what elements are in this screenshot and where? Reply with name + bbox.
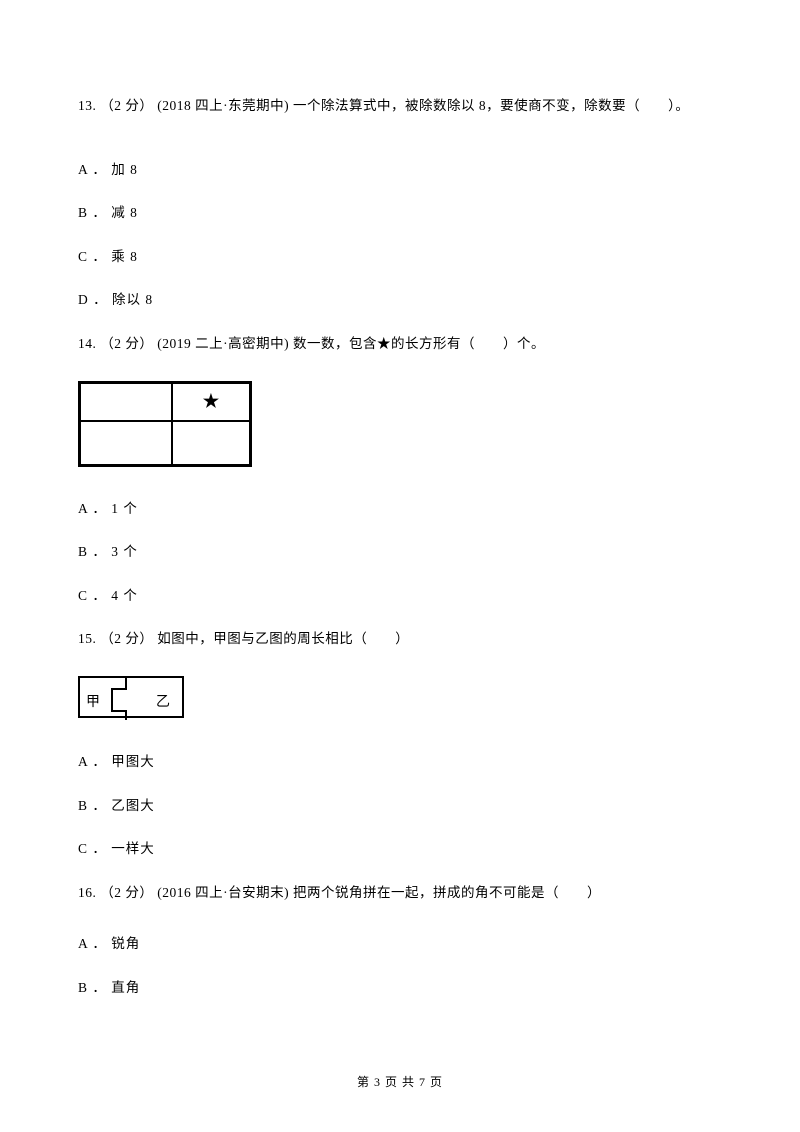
label-jia: 甲 <box>86 691 100 711</box>
q13-option-d: D ． 除以 8 <box>78 289 722 311</box>
q14-option-b: B ． 3 个 <box>78 541 722 563</box>
q13-option-c: C ． 乘 8 <box>78 246 722 268</box>
q13-option-b: B ． 减 8 <box>78 202 722 224</box>
q14-option-c: C ． 4 个 <box>78 585 722 607</box>
question-14-text: 14. （2 分） (2019 二上·高密期中) 数一数，包含★的长方形有（ ）… <box>78 333 722 355</box>
q15-option-a: A ． 甲图大 <box>78 751 722 773</box>
q15-option-b: B ． 乙图大 <box>78 795 722 817</box>
page-footer: 第 3 页 共 7 页 <box>0 1073 800 1090</box>
label-yi: 乙 <box>156 691 170 711</box>
question-13-text: 13. （2 分） (2018 四上·东莞期中) 一个除法算式中，被除数除以 8… <box>78 95 722 117</box>
star-icon: ★ <box>172 383 250 421</box>
q14-option-a: A ． 1 个 <box>78 498 722 520</box>
q13-option-a: A ． 加 8 <box>78 159 722 181</box>
question-16-text: 16. （2 分） (2016 四上·台安期末) 把两个锐角拼在一起，拼成的角不… <box>78 882 722 904</box>
question-15-figure: 甲乙 <box>78 676 722 723</box>
question-14-figure: ★ <box>78 381 722 470</box>
q16-option-b: B ． 直角 <box>78 977 722 999</box>
q16-option-a: A ． 锐角 <box>78 933 722 955</box>
q15-option-c: C ． 一样大 <box>78 838 722 860</box>
question-15-text: 15. （2 分） 如图中，甲图与乙图的周长相比（ ） <box>78 628 722 650</box>
